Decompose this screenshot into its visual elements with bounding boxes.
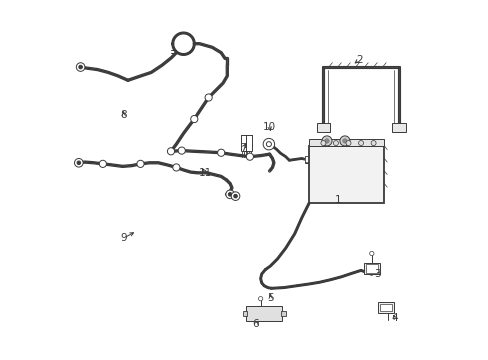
Text: 10: 10 (263, 122, 276, 132)
Circle shape (137, 160, 144, 167)
Circle shape (324, 139, 328, 143)
Bar (316, 123, 329, 132)
Circle shape (167, 148, 174, 155)
Circle shape (190, 116, 198, 123)
Bar (305, 156, 314, 162)
Text: 5: 5 (267, 293, 273, 303)
Circle shape (204, 94, 212, 101)
Circle shape (228, 193, 231, 196)
Bar (363, 263, 379, 274)
Circle shape (225, 190, 234, 199)
Circle shape (358, 140, 363, 145)
Bar (242, 311, 246, 316)
Circle shape (370, 140, 375, 145)
Circle shape (320, 140, 325, 145)
Text: 6: 6 (251, 319, 258, 329)
Circle shape (74, 158, 83, 167)
Bar (380, 304, 391, 311)
Bar (391, 123, 405, 132)
Circle shape (79, 65, 82, 69)
Text: 8: 8 (120, 111, 127, 121)
Circle shape (342, 139, 346, 143)
Circle shape (369, 251, 373, 256)
Text: 2: 2 (355, 55, 362, 65)
Bar (308, 146, 384, 203)
Circle shape (263, 138, 274, 150)
Circle shape (99, 160, 106, 167)
Bar (378, 302, 393, 313)
Text: 1: 1 (334, 195, 340, 205)
Circle shape (233, 194, 237, 198)
Circle shape (258, 297, 262, 301)
Circle shape (333, 140, 338, 145)
Text: 11: 11 (198, 168, 211, 178)
Bar (246, 306, 282, 321)
Circle shape (172, 164, 180, 171)
Circle shape (321, 136, 331, 146)
Bar (308, 139, 384, 146)
Circle shape (217, 149, 224, 156)
Text: 4: 4 (391, 313, 398, 323)
Circle shape (346, 140, 350, 145)
Circle shape (339, 136, 349, 146)
Bar (366, 264, 377, 273)
Circle shape (231, 192, 239, 201)
Bar (281, 311, 285, 316)
Text: 3: 3 (373, 269, 380, 279)
Circle shape (246, 153, 253, 160)
Bar (304, 156, 314, 163)
Circle shape (266, 141, 271, 147)
Text: 9: 9 (120, 233, 127, 243)
Circle shape (178, 147, 185, 154)
Circle shape (76, 63, 85, 71)
Circle shape (77, 161, 81, 165)
Text: 7: 7 (240, 143, 246, 153)
